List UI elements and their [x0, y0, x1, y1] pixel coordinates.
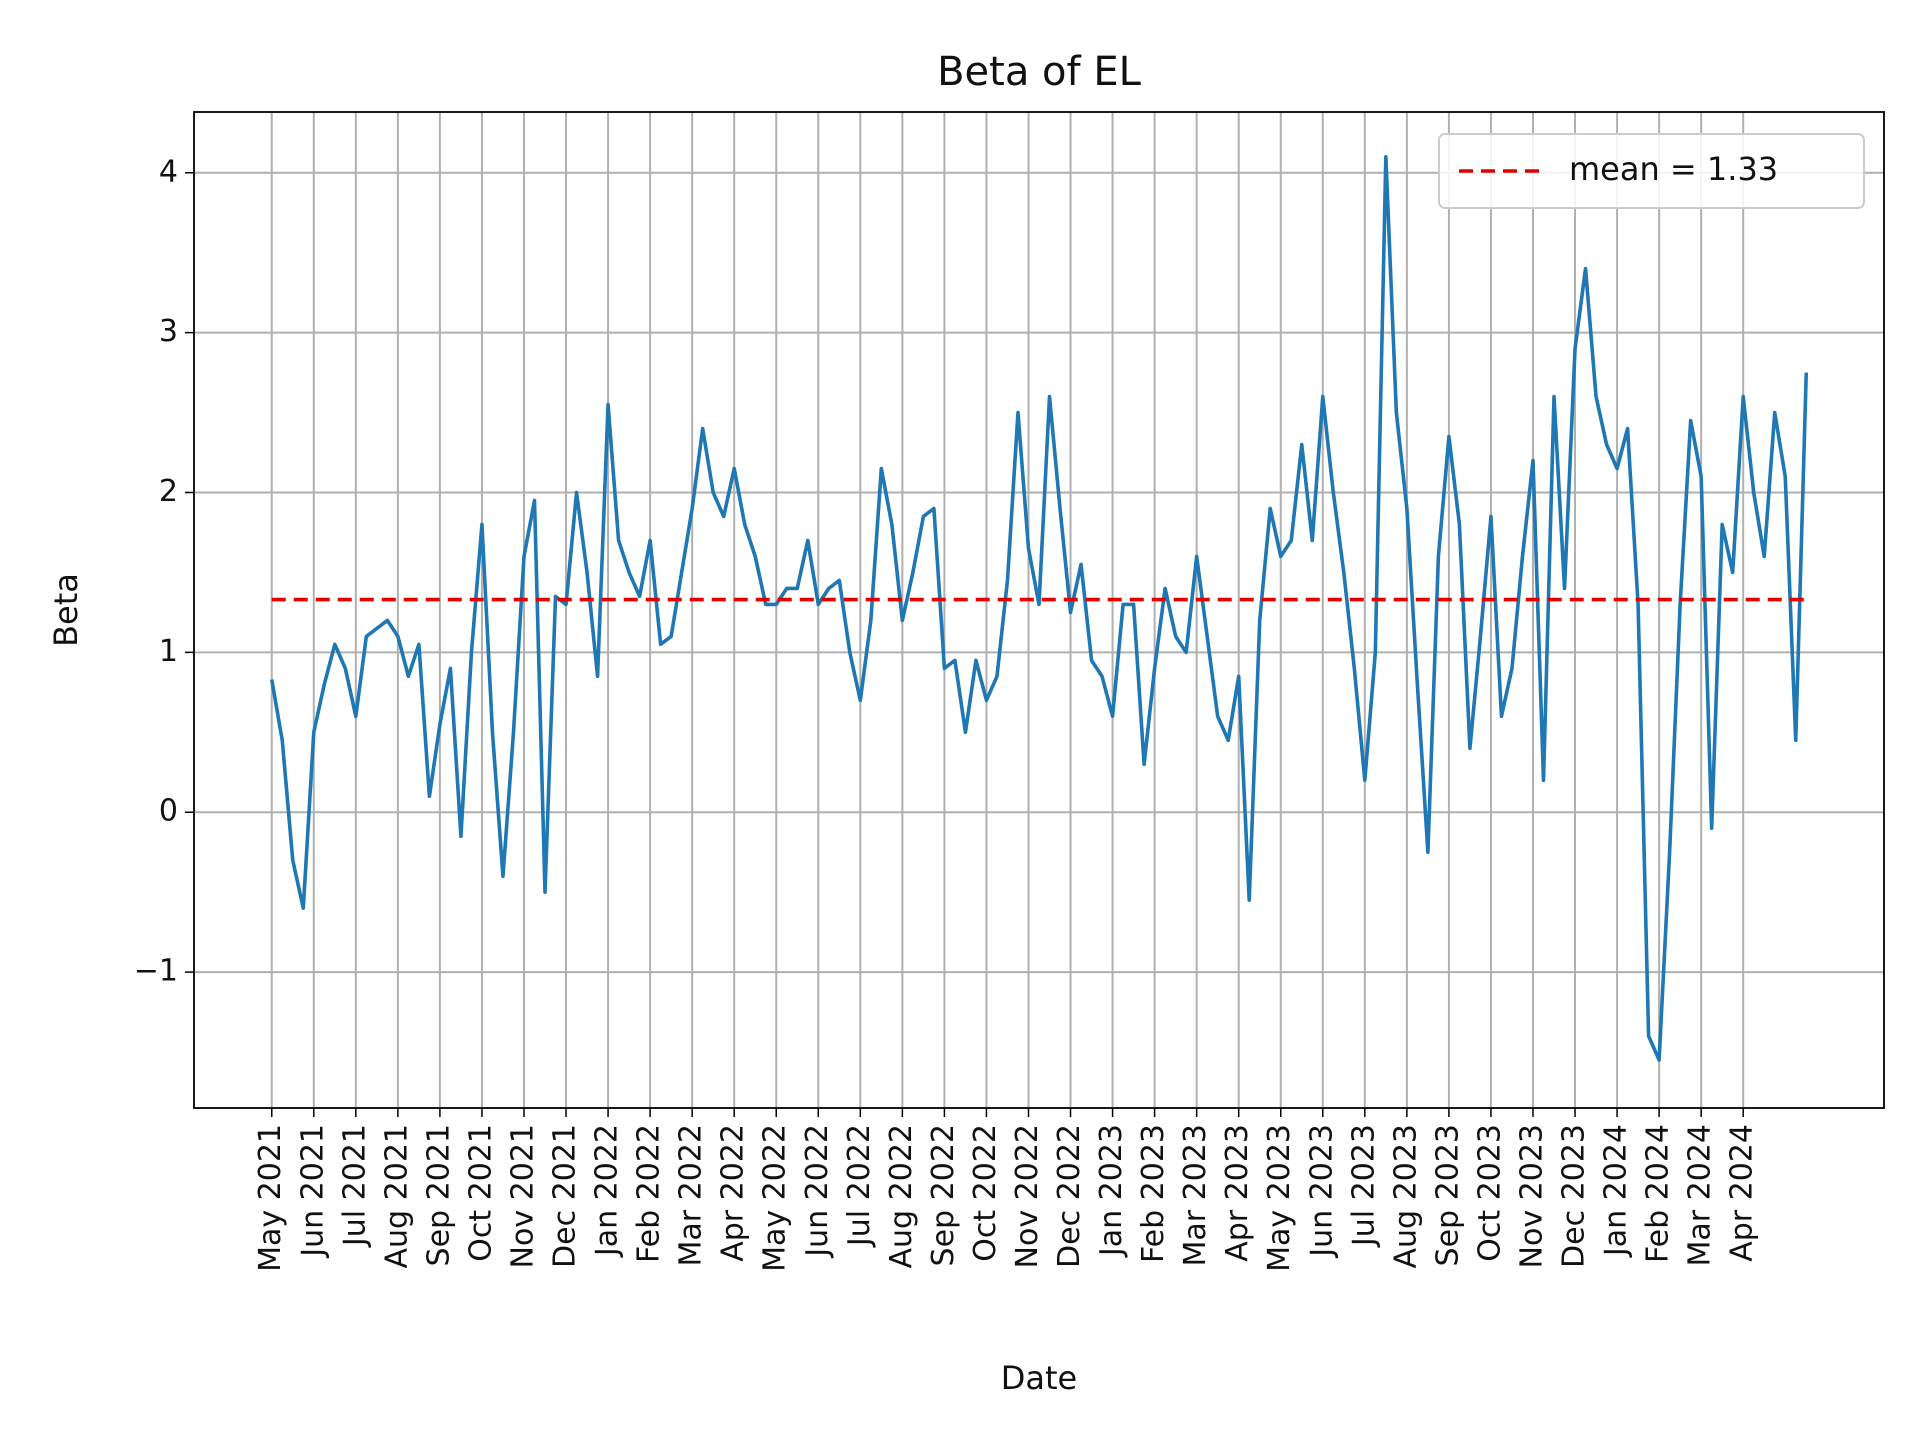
- plot-frame: [193, 111, 1885, 1109]
- x-tick-label: Apr 2023: [1220, 1124, 1255, 1262]
- y-axis-label: Beta: [47, 573, 85, 647]
- y-tick-label: 4: [159, 154, 178, 189]
- x-tick-label: Jan 2022: [590, 1124, 625, 1258]
- x-tick-label: Feb 2022: [632, 1124, 667, 1263]
- x-tick-label: Aug 2023: [1388, 1124, 1423, 1268]
- x-tick-label: Oct 2022: [968, 1124, 1003, 1262]
- y-tick-label: 1: [159, 634, 178, 669]
- y-tick-label: 2: [159, 474, 178, 509]
- data-line: [269, 154, 1809, 1062]
- legend-label: mean = 1.33: [1569, 150, 1778, 188]
- x-tick-label: Nov 2021: [505, 1124, 540, 1268]
- y-tick-label: 0: [159, 794, 178, 829]
- x-tick-label: Dec 2022: [1052, 1124, 1087, 1268]
- x-tick-label: Sep 2023: [1430, 1124, 1465, 1266]
- x-axis-label: Date: [1001, 1359, 1077, 1397]
- x-tick-label: Mar 2023: [1178, 1124, 1213, 1267]
- x-tick-label: Apr 2022: [716, 1124, 751, 1262]
- x-tick-label: Mar 2022: [674, 1124, 709, 1267]
- y-tick-label: 3: [159, 314, 178, 349]
- x-tick-label: Dec 2023: [1557, 1124, 1592, 1268]
- x-tick-label: May 2023: [1262, 1124, 1297, 1272]
- x-tick-label: Jun 2022: [800, 1124, 835, 1259]
- x-tick-label: Oct 2021: [463, 1124, 498, 1262]
- x-tick-label: Feb 2024: [1641, 1124, 1676, 1263]
- y-tick-label: −1: [134, 954, 178, 989]
- x-tick-label: Jan 2024: [1599, 1124, 1634, 1258]
- chart-title: Beta of EL: [937, 49, 1142, 95]
- x-tick-label: Apr 2024: [1725, 1124, 1760, 1262]
- x-tick-label: Feb 2023: [1136, 1124, 1171, 1263]
- x-tick-label: Jan 2023: [1094, 1124, 1129, 1258]
- x-tick-label: May 2022: [758, 1124, 793, 1272]
- x-tick-label: Jul 2021: [337, 1124, 372, 1248]
- x-tick-label: Dec 2021: [548, 1124, 583, 1268]
- x-tick-label: Jul 2022: [842, 1124, 877, 1248]
- x-tick-label: Nov 2022: [1010, 1124, 1045, 1268]
- x-tick-label: Sep 2021: [421, 1124, 456, 1266]
- legend-box: [1438, 133, 1865, 209]
- x-tick-label: Sep 2022: [926, 1124, 961, 1266]
- x-tick-label: Jun 2021: [295, 1124, 330, 1259]
- x-tick-label: Oct 2023: [1472, 1124, 1507, 1262]
- x-tick-label: Aug 2022: [884, 1124, 919, 1268]
- x-tick-label: Jun 2023: [1304, 1124, 1339, 1259]
- x-tick-label: Nov 2023: [1514, 1124, 1549, 1268]
- x-tick-label: Aug 2021: [379, 1124, 414, 1268]
- x-tick-label: May 2021: [253, 1124, 288, 1272]
- x-tick-label: Jul 2023: [1346, 1124, 1381, 1248]
- x-tick-label: Mar 2024: [1683, 1124, 1718, 1267]
